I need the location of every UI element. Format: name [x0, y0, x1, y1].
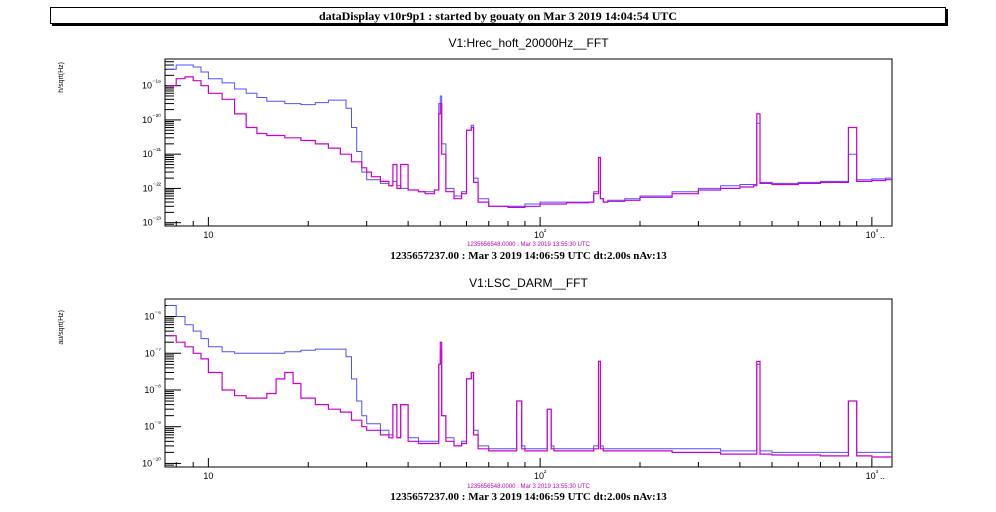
y-tick-label: 10⁻⁸: [144, 384, 161, 395]
series-line-current: [166, 64, 892, 207]
x-tick-label: 10³: [866, 229, 879, 240]
window-title-bar: dataDisplay v10r9p1 : started by gouaty …: [50, 7, 946, 24]
x-tick-label: 10²: [534, 229, 547, 240]
y-tick-label: 10⁻¹⁰: [142, 456, 161, 468]
fft-panel-hrec: 10 10² 10³ 10⁻¹⁹ 10⁻²⁰ 10⁻²¹ 10⁻²² 10⁻²³..: [142, 58, 893, 240]
x-axis-more-marker: ..: [880, 230, 885, 240]
x-axis-more-marker: ..: [880, 471, 885, 481]
plot-footer: 1235657237.00 : Mar 3 2019 14:06:59 UTC …: [390, 491, 667, 503]
plot-title: V1:LSC_DARM__FFT: [469, 276, 588, 290]
fft-panel-darm: 10 10² 10³ 10⁻⁶ 10⁻⁷ 10⁻⁸ 10⁻⁹ 10⁻¹⁰..: [142, 298, 893, 481]
y-tick-label: 10⁻¹⁹: [142, 80, 161, 91]
y-tick-label: 10⁻⁶: [144, 311, 161, 322]
y-tick-label: 10⁻²¹: [143, 148, 162, 159]
x-tick-label: 10: [203, 471, 213, 481]
x-tick-label: 10²: [534, 470, 547, 481]
plot-frame: [164, 298, 893, 468]
series-line-reference: [166, 335, 892, 458]
reference-caption: 1235656548.0000 : Mar 3 2019 13:55:30 UT…: [467, 484, 590, 490]
y-tick-label: 10⁻⁷: [145, 347, 162, 358]
y-tick-label: 10⁻⁹: [144, 421, 161, 432]
plot-footer: 1235657237.00 : Mar 3 2019 14:06:59 UTC …: [390, 250, 667, 262]
reference-caption: 1235656548.0000 : Mar 3 2019 13:55:30 UT…: [467, 242, 590, 248]
window-title: dataDisplay v10r9p1 : started by gouaty …: [318, 9, 678, 23]
y-tick-label: 10⁻²²: [143, 182, 162, 193]
y-tick-label: 10⁻²⁰: [142, 113, 161, 125]
x-tick-label: 10: [203, 230, 213, 240]
plot-frame: [164, 58, 893, 227]
plot-title: V1:Hrec_hoft_20000Hz__FFT: [448, 36, 609, 50]
y-tick-label: 10⁻²³: [143, 217, 162, 228]
x-tick-label: 10³: [866, 470, 879, 481]
series-line-reference: [166, 76, 892, 208]
